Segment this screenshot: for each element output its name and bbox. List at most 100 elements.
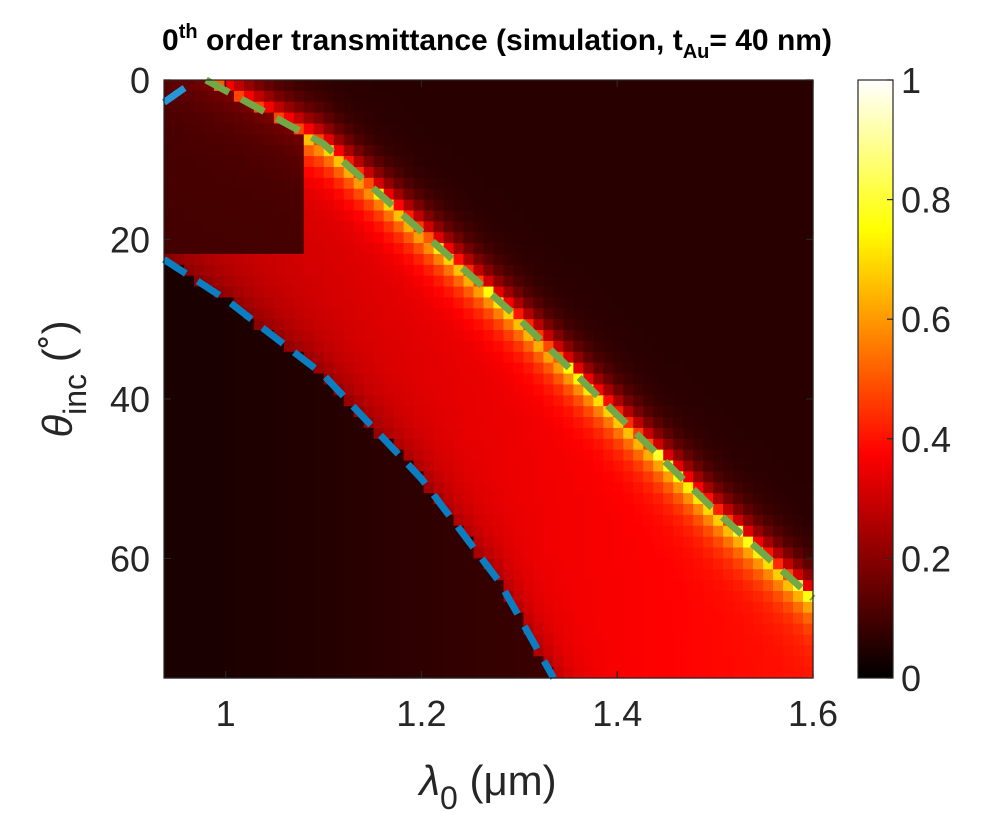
heatmap-cell: [793, 395, 804, 407]
heatmap-cell: [303, 134, 315, 146]
heatmap-cell: [533, 90, 545, 103]
heatmap-cell: [713, 145, 724, 157]
heatmap-cell: [173, 623, 185, 636]
heatmap-cell: [553, 188, 564, 201]
heatmap-cell: [583, 482, 594, 494]
heatmap-cell: [483, 634, 495, 646]
heatmap-cell: [303, 145, 315, 157]
heatmap-cell: [603, 177, 614, 190]
heatmap-cell: [253, 134, 265, 146]
heatmap-cell: [513, 667, 525, 679]
heatmap-cell: [643, 351, 654, 364]
heatmap-cell: [793, 623, 804, 636]
heatmap-cell: [503, 145, 515, 157]
heatmap-cell: [263, 623, 275, 636]
heatmap-cell: [783, 623, 794, 636]
heatmap-cell: [753, 308, 764, 320]
heatmap-cell: [223, 634, 235, 646]
heatmap-cell: [413, 264, 425, 277]
heatmap-cell: [164, 471, 175, 483]
heatmap-cell: [803, 145, 814, 157]
heatmap-cell: [623, 134, 634, 146]
heatmap-cell: [643, 493, 654, 505]
heatmap-cell: [363, 253, 375, 266]
heatmap-cell: [343, 134, 355, 146]
heatmap-cell: [273, 656, 285, 668]
heatmap-cell: [463, 351, 475, 364]
heatmap-cell: [743, 569, 754, 581]
heatmap-cell: [253, 580, 265, 592]
heatmap-cell: [463, 645, 475, 657]
heatmap-cell: [743, 384, 754, 396]
heatmap-cell: [563, 591, 574, 603]
heatmap-cell: [523, 406, 535, 418]
heatmap-cell: [583, 101, 594, 114]
heatmap-cell: [683, 286, 694, 299]
heatmap-cell: [703, 406, 714, 418]
heatmap-cell: [763, 645, 774, 657]
heatmap-cell: [803, 504, 814, 516]
heatmap-cell: [164, 634, 175, 646]
heatmap-cell: [323, 558, 335, 570]
heatmap-cell: [613, 275, 624, 288]
heatmap-cell: [303, 351, 315, 364]
heatmap-cell: [283, 90, 295, 103]
heatmap-cell: [403, 308, 415, 320]
heatmap-cell: [723, 145, 734, 157]
heatmap-cell: [773, 253, 784, 266]
heatmap-cell: [763, 525, 774, 538]
heatmap-cell: [473, 558, 485, 570]
heatmap-cell: [283, 558, 295, 570]
heatmap-cell: [613, 438, 624, 451]
heatmap-cell: [443, 362, 455, 375]
heatmap-cell: [173, 330, 185, 342]
heatmap-cell: [653, 308, 664, 320]
heatmap-cell: [493, 471, 505, 483]
heatmap-cell: [253, 547, 265, 559]
heatmap-cell: [773, 460, 784, 473]
heatmap-cell: [193, 221, 205, 233]
heatmap-cell: [363, 580, 375, 592]
heatmap-cell: [203, 536, 215, 549]
heatmap-cell: [383, 612, 395, 625]
heatmap-cell: [553, 384, 564, 396]
heatmap-cell: [343, 645, 355, 657]
heatmap-cell: [673, 362, 684, 375]
heatmap-cell: [613, 623, 624, 636]
heatmap-cell: [213, 123, 225, 135]
heatmap-cell: [313, 667, 325, 679]
heatmap-cell: [803, 188, 814, 201]
heatmap-cell: [393, 134, 405, 146]
heatmap-cell: [373, 460, 385, 473]
heatmap-cell: [503, 243, 515, 255]
heatmap-cell: [193, 123, 205, 135]
heatmap-cell: [383, 264, 395, 277]
heatmap-cell: [213, 547, 225, 559]
heatmap-cell: [323, 460, 335, 473]
heatmap-cell: [463, 395, 475, 407]
heatmap-cell: [353, 547, 365, 559]
heatmap-cell: [333, 297, 345, 309]
heatmap-cell: [743, 645, 754, 657]
heatmap-cell: [673, 232, 684, 244]
heatmap-cell: [613, 80, 624, 92]
heatmap-cell: [373, 243, 385, 255]
heatmap-cell: [403, 145, 415, 157]
heatmap-cell: [563, 319, 574, 331]
heatmap-cell: [413, 243, 425, 255]
heatmap-cell: [483, 362, 495, 375]
heatmap-cell: [164, 199, 175, 212]
heatmap-cell: [793, 645, 804, 657]
heatmap-cell: [673, 90, 684, 103]
heatmap-cell: [563, 177, 574, 190]
heatmap-cell: [553, 460, 564, 473]
heatmap-cell: [323, 449, 335, 462]
heatmap-cell: [793, 547, 804, 559]
heatmap-cell: [473, 188, 485, 201]
heatmap-cell: [443, 112, 455, 125]
heatmap-cell: [273, 90, 285, 103]
heatmap-cell: [713, 297, 724, 309]
heatmap-cell: [623, 612, 634, 625]
heatmap-cell: [603, 427, 614, 440]
heatmap-cell: [483, 395, 495, 407]
